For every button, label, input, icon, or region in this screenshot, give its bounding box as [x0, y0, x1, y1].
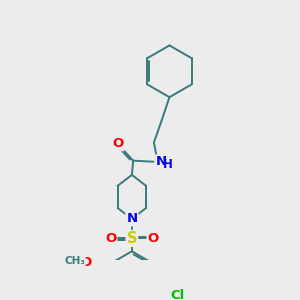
Text: O: O [81, 256, 92, 269]
Text: O: O [105, 232, 116, 245]
Text: H: H [163, 158, 172, 170]
Text: O: O [112, 137, 123, 150]
Text: O: O [148, 232, 159, 245]
Text: CH₃: CH₃ [64, 256, 85, 266]
Text: Cl: Cl [170, 290, 184, 300]
Text: N: N [126, 212, 137, 225]
Text: N: N [155, 155, 167, 168]
Text: S: S [127, 231, 137, 246]
